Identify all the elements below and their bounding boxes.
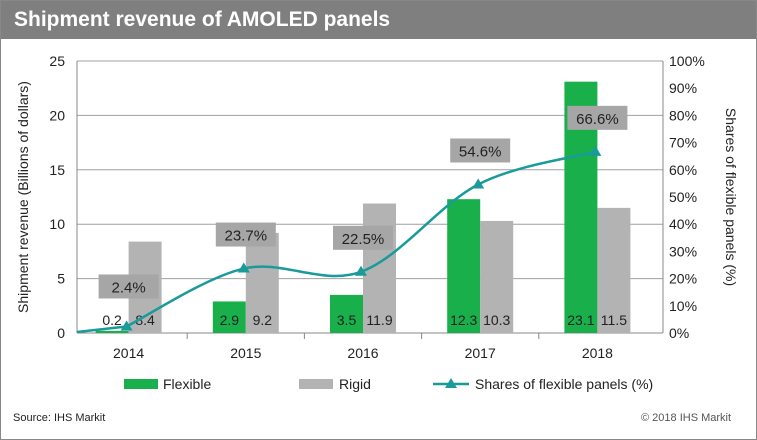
legend-label-shares: Shares of flexible panels (%) [475, 376, 653, 392]
y2-tick-label: 40% [669, 216, 697, 232]
legend-marker-shares [445, 378, 457, 388]
line-label-box [333, 225, 393, 250]
data-label-flexible: 2.9 [220, 312, 240, 328]
data-label-rigid: 8.4 [135, 312, 155, 328]
data-label-flexible: 12.3 [450, 312, 477, 328]
bar-rigid [245, 232, 279, 333]
y2-tick-label: 90% [669, 80, 697, 96]
bar-flexible [95, 330, 129, 333]
source-note: Source: IHS Markit [13, 412, 106, 424]
y-axis-title: Shipment revenue (Billions of dollars) [15, 81, 31, 313]
legend-swatch-flexible [124, 379, 158, 389]
x-tick-label: 2018 [582, 345, 613, 361]
y2-axis-title: Shares of flexible panels (%) [723, 108, 739, 286]
y2-tick-label: 30% [669, 243, 697, 259]
y-tick-label: 5 [57, 271, 65, 287]
x-tick-label: 2017 [465, 345, 496, 361]
data-label-flexible: 23.1 [567, 312, 594, 328]
line-data-label: 22.5% [342, 231, 385, 248]
data-label-rigid: 9.2 [253, 312, 273, 328]
line-data-label: 23.7% [225, 228, 268, 245]
line-marker [589, 145, 602, 156]
y2-tick-label: 100% [669, 53, 705, 69]
x-tick-label: 2015 [230, 345, 261, 361]
line-marker [472, 178, 485, 189]
line-marker [355, 265, 367, 276]
y2-tick-label: 80% [669, 107, 697, 123]
y2-tick-label: 70% [669, 135, 697, 151]
line-data-label: 54.6% [459, 143, 502, 160]
line-data-label: 66.6% [576, 111, 619, 128]
data-label-flexible: 3.5 [337, 312, 357, 328]
line-label-box [450, 138, 511, 163]
legend-swatch-rigid [299, 379, 333, 389]
chart-title: Shipment revenue of AMOLED panels [1, 1, 756, 39]
copyright-note: © 2018 IHS Markit [641, 412, 732, 424]
data-label-rigid: 11.5 [601, 312, 627, 328]
line-label-box [215, 222, 276, 247]
line-shares-start [76, 325, 127, 334]
bar-flexible [447, 199, 481, 333]
line-marker [120, 320, 133, 331]
bar-flexible [212, 301, 246, 333]
legend-label-rigid: Rigid [339, 376, 371, 392]
y-tick-label: 10 [49, 216, 65, 232]
data-label-rigid: 10.3 [483, 312, 510, 328]
data-label-flexible: 0.2 [102, 312, 122, 328]
x-tick-label: 2014 [113, 345, 144, 361]
y-tick-label: 25 [49, 53, 65, 69]
y-tick-label: 0 [57, 325, 65, 341]
data-label-rigid: 11.9 [366, 312, 392, 328]
y-tick-label: 15 [49, 162, 65, 178]
y2-tick-label: 50% [669, 189, 697, 205]
line-label-box [567, 105, 628, 130]
bar-flexible [330, 294, 363, 333]
y2-tick-label: 60% [669, 162, 697, 178]
y2-tick-label: 10% [669, 298, 697, 314]
bar-rigid [597, 207, 631, 333]
legend-label-flexible: Flexible [163, 376, 211, 392]
y2-tick-label: 0% [669, 325, 689, 341]
bar-rigid [480, 220, 514, 333]
line-marker [237, 262, 250, 273]
line-data-label: 2.4% [111, 279, 145, 296]
y-tick-label: 20 [49, 107, 65, 123]
y2-tick-label: 20% [669, 271, 697, 287]
x-tick-label: 2016 [347, 345, 378, 361]
line-label-box [98, 274, 159, 299]
